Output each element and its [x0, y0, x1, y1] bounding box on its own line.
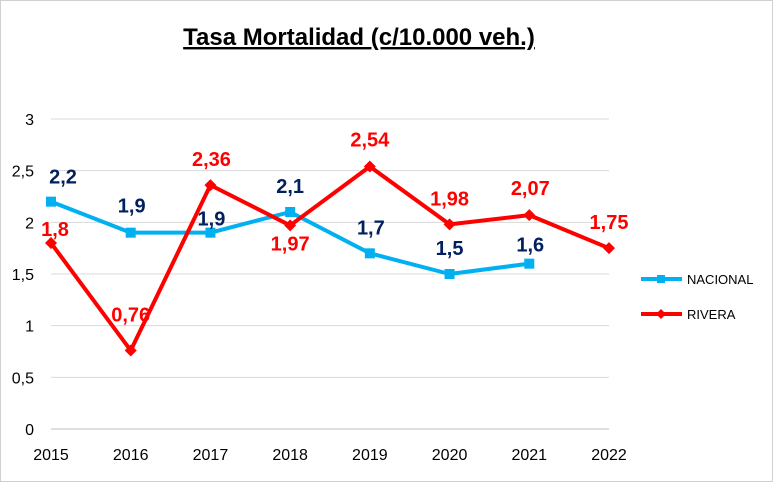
x-tick-label: 2019	[352, 447, 388, 464]
data-label: 1,75	[590, 212, 629, 234]
data-point-marker	[523, 209, 536, 222]
data-point-marker	[46, 196, 56, 207]
data-point-marker	[204, 179, 217, 192]
data-point-marker	[524, 258, 535, 269]
data-label: 1,9	[198, 209, 226, 231]
data-point-marker	[364, 248, 375, 259]
legend-label-nacional: NACIONAL	[687, 272, 753, 287]
data-point-marker	[125, 227, 136, 238]
data-label: 1,5	[436, 238, 464, 260]
data-point-marker	[45, 237, 57, 249]
data-label: 1,8	[41, 219, 69, 241]
data-label: 2,1	[276, 176, 304, 198]
data-point-marker	[285, 207, 296, 217]
x-tick-label: 2022	[591, 447, 627, 464]
data-label: 2,07	[511, 178, 550, 200]
y-tick-label: 2	[25, 215, 34, 232]
y-tick-label: 3	[25, 112, 34, 129]
legend-marker	[657, 275, 665, 283]
data-point-marker	[124, 344, 137, 357]
legend: NACIONAL RIVERA	[641, 272, 753, 322]
data-label: 1,6	[516, 235, 544, 257]
data-point-marker	[205, 227, 216, 238]
series-line-rivera	[49, 164, 610, 353]
y-tick-label: 2,5	[12, 164, 34, 181]
y-axis: 0 0,5 1 1,5 2 2,5 3	[12, 112, 34, 439]
legend-label-rivera: RIVERA	[687, 307, 736, 322]
data-point-marker	[443, 218, 456, 231]
x-tick-label: 2016	[113, 447, 149, 464]
data-point-marker	[284, 219, 297, 232]
x-tick-label: 2020	[432, 447, 468, 464]
data-point-marker	[444, 269, 455, 279]
y-tick-label: 1,5	[12, 267, 34, 284]
series-lines	[45, 160, 615, 357]
data-label: 2,36	[192, 149, 231, 171]
data-point-marker	[603, 242, 615, 255]
y-tick-label: 1	[25, 319, 34, 336]
data-label: 0,76	[111, 304, 150, 326]
data-labels: 2,2 1,9 1,9 2,1 1,7 1,5 1,6 1,8 0,76 2,36 1,97 2,54…	[41, 130, 628, 327]
data-label: 1,97	[271, 233, 310, 255]
legend-marker	[656, 309, 666, 319]
data-label: 2,54	[350, 130, 390, 152]
data-label: 1,9	[118, 196, 146, 218]
x-tick-label: 2018	[272, 447, 308, 464]
y-tick-label: 0,5	[12, 370, 34, 387]
data-label: 2,2	[49, 167, 77, 189]
grid	[51, 118, 609, 430]
data-label: 1,7	[357, 217, 385, 239]
data-point-marker	[363, 160, 376, 173]
x-tick-label: 2015	[33, 447, 69, 464]
y-tick-label: 0	[25, 422, 34, 439]
x-tick-label: 2021	[511, 447, 547, 464]
data-label: 1,98	[430, 188, 469, 210]
chart-title: Tasa Mortalidad (c/10.000 veh.)	[183, 24, 535, 51]
x-axis: 2015 2016 2017 2018 2019 2020 2021 2022	[33, 447, 627, 464]
x-tick-label: 2017	[193, 447, 229, 464]
